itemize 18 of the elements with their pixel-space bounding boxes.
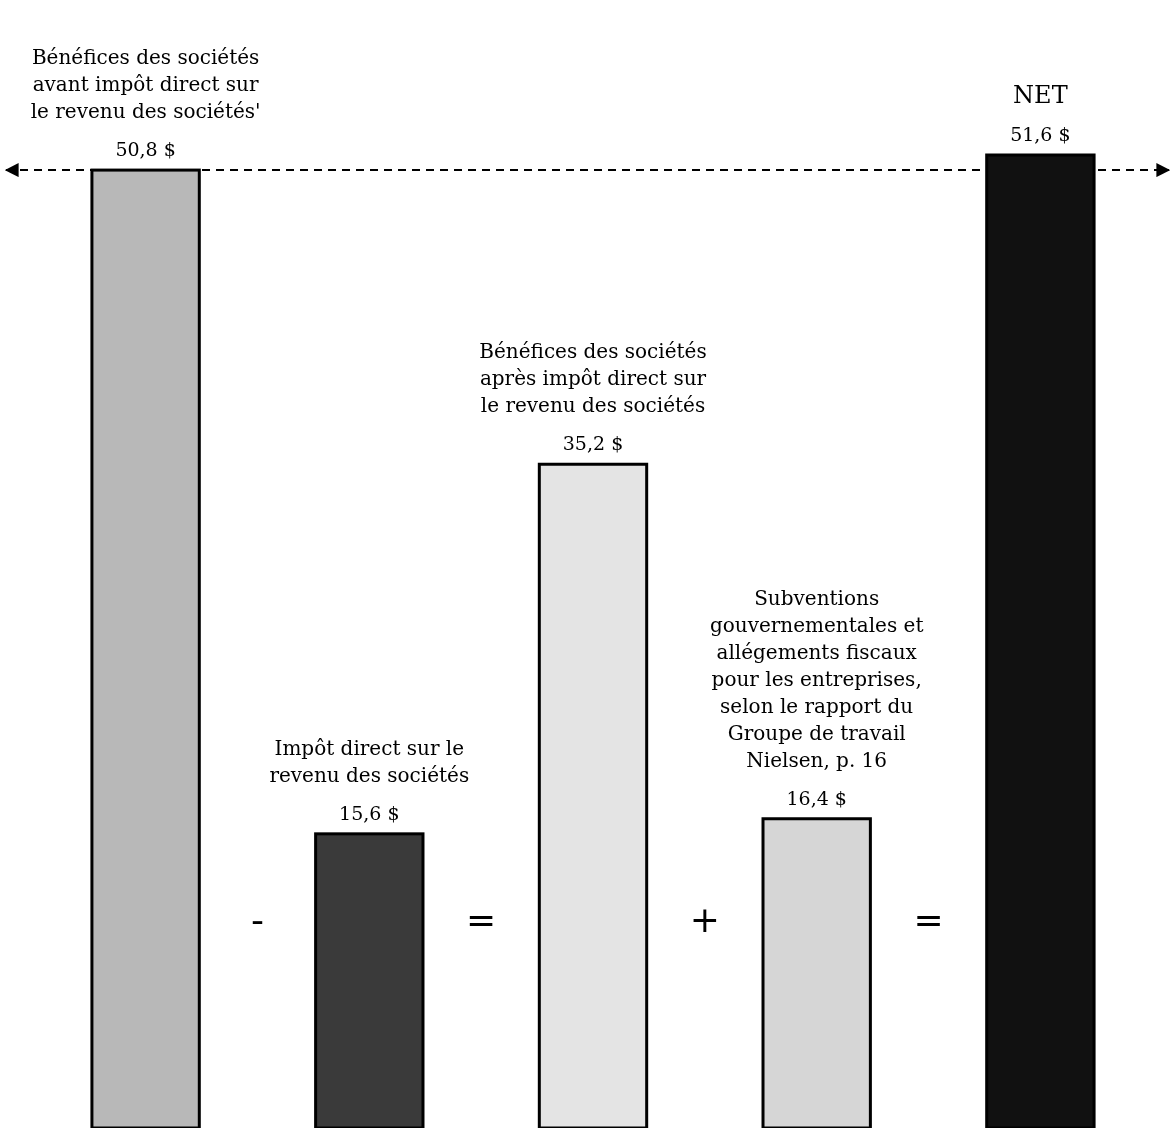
text: Bénéfices des sociétés avant impôt direct sur le revenu des sociétés'	[30, 45, 261, 124]
annotation: Impôt direct sur le revenu des sociétés	[269, 735, 470, 787]
text: NET	[1013, 81, 1068, 109]
annotation: -	[250, 899, 264, 940]
bar	[761, 817, 872, 1128]
annotation: +	[689, 899, 720, 940]
data-label: 15,6 $	[339, 801, 400, 824]
annotation: Bénéfices des sociétés après impôt direct sur le revenu des sociétés	[479, 339, 707, 418]
data-label: 50,8 $	[115, 138, 176, 161]
data-label: 51,6 $	[1010, 123, 1071, 145]
bar	[314, 832, 425, 1128]
annotation: Subventions gouvernementales et allégements fiscaux pour les entreprises, selon le rapport du Groupe de travail Nielsen, p. 16	[709, 585, 924, 772]
annotation: =	[466, 899, 497, 940]
data-label: 35,2 $	[562, 432, 624, 455]
data-label: 16,4 $	[786, 786, 847, 809]
annotation: =	[913, 899, 944, 940]
bar	[985, 153, 1096, 1128]
bar	[537, 462, 649, 1128]
